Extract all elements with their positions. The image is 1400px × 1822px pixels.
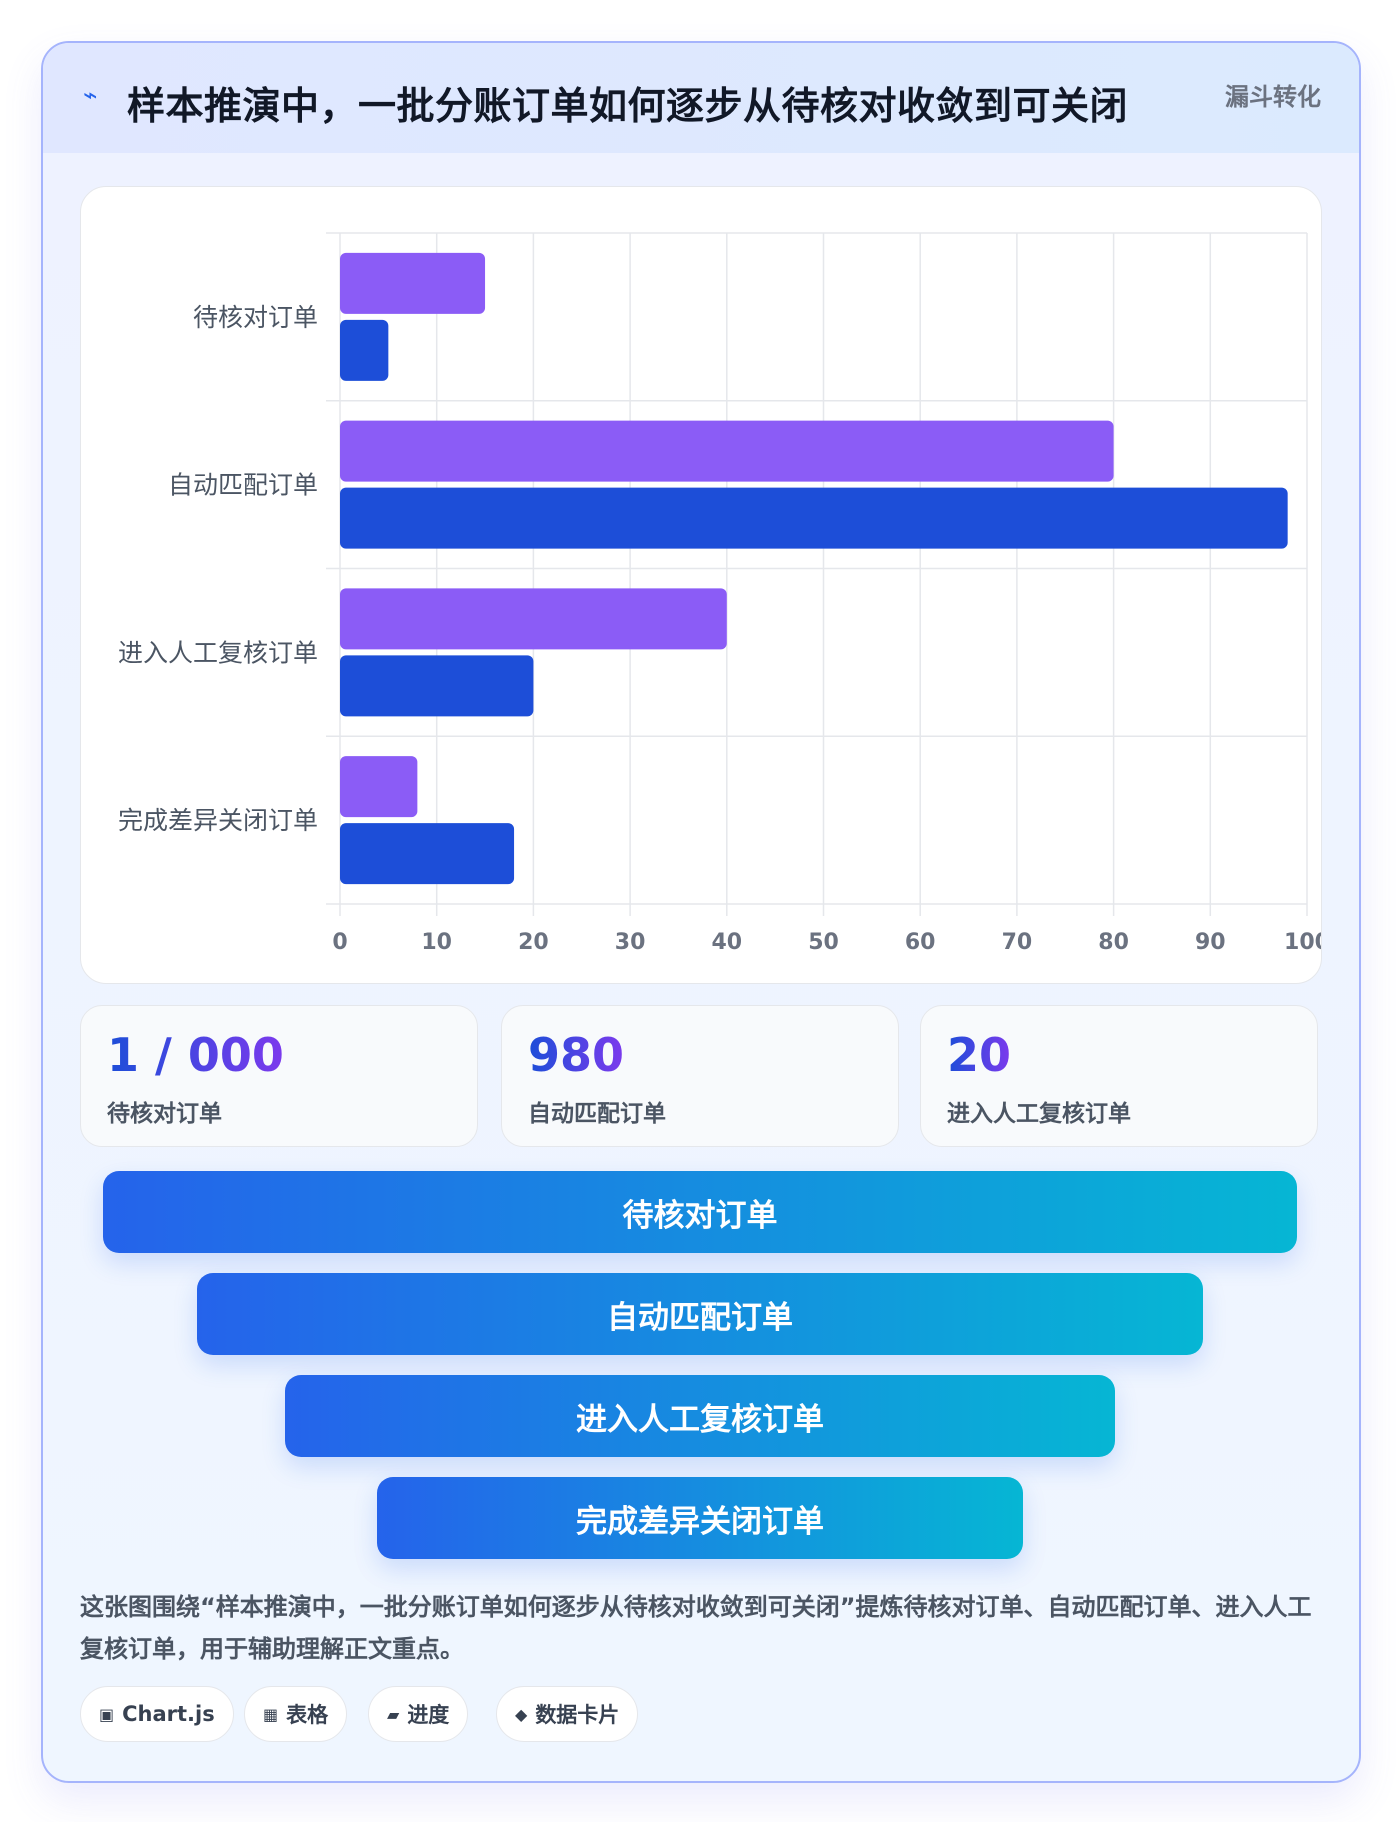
bar [340, 319, 389, 381]
funnel-card: ⌁ 样本推演中，一批分账订单如何逐步从待核对收敛到可关闭 漏斗转化 0 10 20 3… [41, 41, 1361, 1783]
x-tick-label: 20 [518, 930, 549, 955]
x-tick-label: 90 [1195, 930, 1226, 955]
stat-label: 自动匹配订单 [528, 1101, 666, 1127]
y-category-label: 待核对订单 [193, 303, 318, 332]
chip-data-card: ◆ 数据卡片 [496, 1686, 639, 1742]
stat-value: 1 / 000 [107, 1028, 284, 1082]
bar [340, 420, 1114, 482]
y-category-label: 自动匹配订单 [168, 471, 318, 500]
stat-value: 980 [528, 1028, 625, 1082]
chip-table: ▦ 表格 [244, 1686, 348, 1742]
bar [340, 655, 534, 717]
y-category-label: 完成差异关闭订单 [118, 806, 318, 835]
card-title: 样本推演中，一批分账订单如何逐步从待核对收敛到可关闭 [127, 84, 1129, 128]
bar [340, 487, 1288, 549]
bar [340, 252, 486, 314]
x-tick-label: 50 [808, 930, 839, 955]
chip-chartjs: ▣ Chart.js [80, 1686, 234, 1742]
stat-card: 1 / 000 待核对订单 [80, 1005, 478, 1147]
x-tick-label: 40 [711, 930, 742, 955]
x-tick-label: 100 [1284, 930, 1321, 955]
stat-value: 20 [947, 1028, 1012, 1082]
stat-label: 待核对订单 [107, 1101, 222, 1127]
chip-label: 进度 [407, 1703, 450, 1727]
stat-label: 进入人工复核订单 [947, 1101, 1131, 1127]
funnel-step: 完成差异关闭订单 [377, 1477, 1023, 1559]
progress-icon: ▰ [387, 1704, 400, 1724]
chip-progress: ▰ 进度 [368, 1686, 469, 1742]
data-card-icon: ◆ [515, 1704, 528, 1724]
funnel-step: 进入人工复核订单 [285, 1375, 1115, 1457]
card-header: ⌁ 样本推演中，一批分账订单如何逐步从待核对收敛到可关闭 漏斗转化 [43, 43, 1359, 153]
funnel-step: 自动匹配订单 [197, 1273, 1203, 1355]
table-icon: ▦ [263, 1704, 279, 1724]
description-text: 这张图围绕“样本推演中，一批分账订单如何逐步从待核对收敛到可关闭”提炼待核对订单… [80, 1593, 1312, 1663]
header-tag: 漏斗转化 [1225, 83, 1321, 111]
bar [340, 588, 727, 650]
bar [340, 823, 515, 885]
x-tick-label: 10 [421, 930, 452, 955]
x-tick-label: 30 [615, 930, 646, 955]
chip-label: Chart.js [122, 1702, 215, 1726]
chip-label: 数据卡片 [535, 1703, 620, 1727]
stat-card: 980 自动匹配订单 [501, 1005, 899, 1147]
stat-cards: 1 / 000 待核对订单 980 自动匹配订单 20 进入人工复核订单 [80, 1005, 1320, 1147]
x-tick-label: 70 [1002, 930, 1033, 955]
x-tick-label: 60 [905, 930, 936, 955]
bar [340, 756, 418, 818]
stat-card: 20 进入人工复核订单 [920, 1005, 1318, 1147]
x-tick-label: 80 [1098, 930, 1129, 955]
y-category-label: 进入人工复核订单 [118, 638, 318, 667]
lightning-icon: ⌁ [83, 81, 98, 109]
x-tick-label: 0 [332, 930, 347, 955]
chart-icon: ▣ [99, 1704, 115, 1724]
chip-label: 表格 [286, 1703, 329, 1727]
chart-panel: 0 10 20 30 40 50 60 70 80 90 100 待核对订单自动匹配订单进入人工复核订… [80, 186, 1322, 984]
funnel-step: 待核对订单 [103, 1171, 1297, 1253]
bar-chart: 0 10 20 30 40 50 60 70 80 90 100 待核对订单自动匹配订单进入人工复核订… [118, 232, 1321, 955]
